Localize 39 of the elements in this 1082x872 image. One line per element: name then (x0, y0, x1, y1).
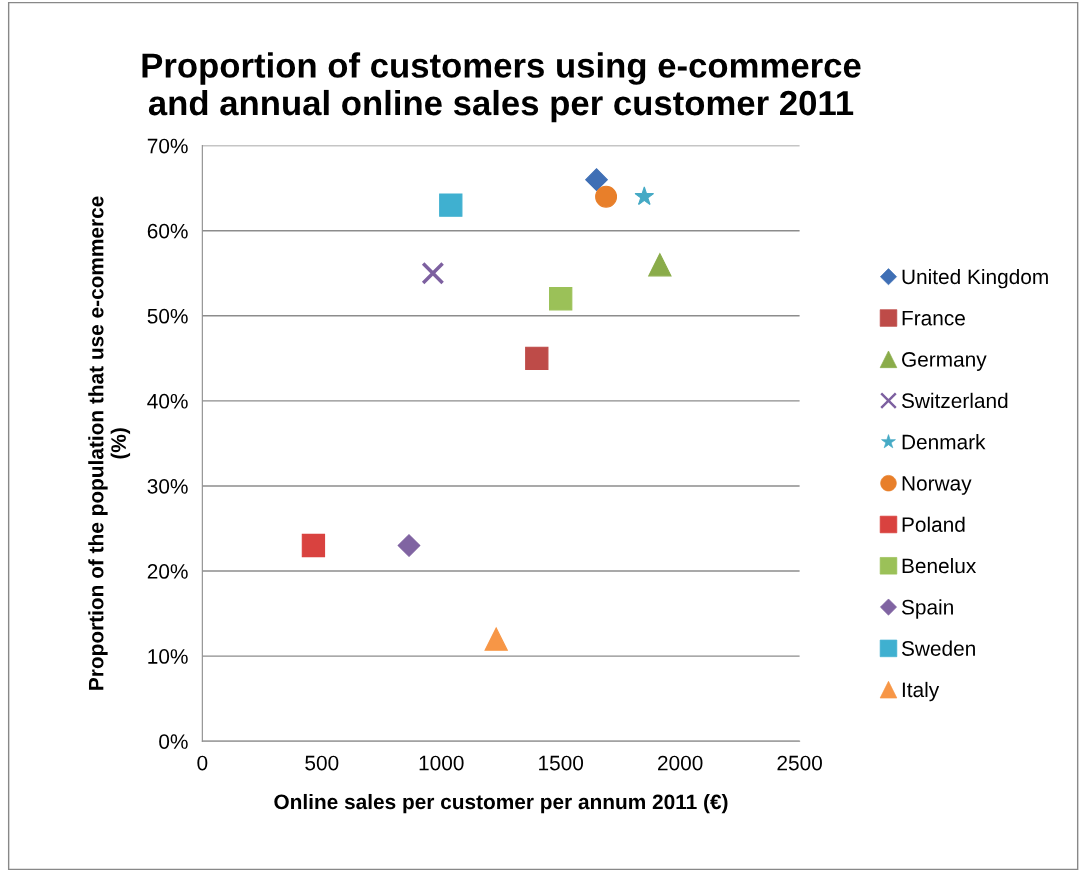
point (634, 186, 655, 206)
point (439, 193, 463, 217)
legend-label: Italy (902, 681, 940, 702)
x-axis-title: Online sales per customer per annum 2011 (€) (274, 793, 728, 814)
x-tick-label: 1000 (419, 755, 464, 771)
legend-label: Norway (902, 476, 972, 495)
point (648, 253, 672, 277)
chart-title: Proportion of customers using e-commerce and annual online sales per customer 2011 (142, 52, 861, 123)
point (397, 534, 421, 557)
y-tick-label: 70% (147, 138, 188, 154)
legend-label: Sweden (901, 640, 975, 656)
legend-label: Poland (902, 516, 965, 532)
legend-label: Germany (902, 352, 987, 371)
point (484, 627, 508, 651)
y-tick-label: 20% (147, 564, 188, 579)
legend-label: Spain (901, 599, 953, 619)
x-tick-label: 0 (197, 755, 208, 771)
point (595, 185, 618, 208)
y-axis-title: Proportion of the population that use e-commerce (%) (88, 196, 131, 690)
y-tick-label: 60% (147, 223, 188, 239)
legend-label: Benelux (902, 557, 977, 574)
y-tick-label: 30% (147, 478, 188, 494)
point (549, 287, 573, 311)
y-tick-label: 50% (147, 308, 188, 324)
point (585, 168, 608, 192)
y-tick-label: 40% (147, 393, 188, 409)
x-tick-label: 2000 (658, 755, 703, 771)
point (525, 346, 549, 370)
legend-label: United Kingdom (902, 268, 1048, 289)
x-tick-label: 500 (305, 755, 339, 771)
legend-label: Denmark (902, 434, 986, 450)
y-tick-label: 10% (148, 649, 188, 664)
legend-label: Switzerland (901, 392, 1008, 409)
x-tick-label: 2500 (777, 755, 822, 771)
point (301, 533, 326, 558)
y-tick-label: 0% (159, 734, 188, 749)
legend-label: France (902, 310, 965, 326)
point (421, 261, 445, 285)
x-tick-label: 1500 (539, 755, 584, 771)
